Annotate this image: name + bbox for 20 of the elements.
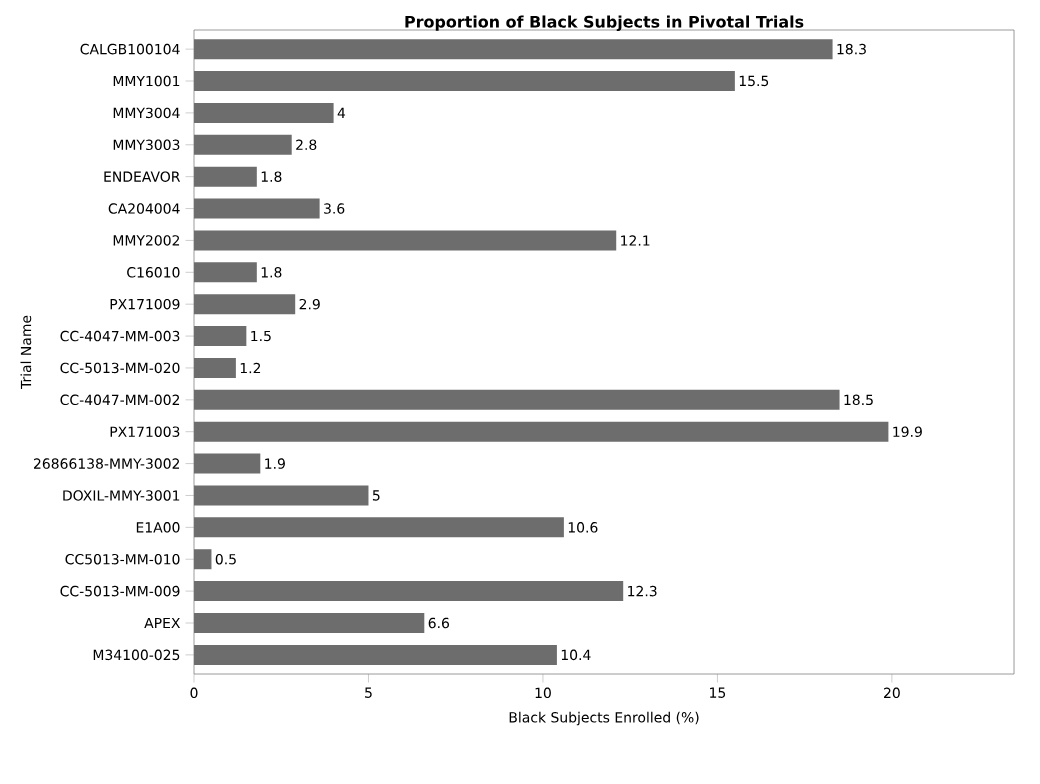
bar: [194, 230, 617, 251]
bar: [194, 102, 334, 123]
bar: [194, 549, 212, 570]
bar: [194, 166, 257, 187]
bar: [194, 389, 840, 410]
bar: [194, 39, 833, 60]
bar: [194, 485, 369, 506]
bar: [194, 262, 257, 283]
bar: [194, 198, 320, 219]
bar: [194, 357, 236, 378]
bar: [194, 453, 261, 474]
bar: [194, 517, 564, 538]
bar: [194, 581, 624, 602]
bar: [194, 294, 296, 315]
bar: [194, 421, 889, 442]
bar: [194, 326, 247, 347]
bar: [194, 644, 557, 665]
bar: [194, 613, 425, 633]
bar: [194, 71, 735, 92]
bar: [194, 134, 292, 155]
